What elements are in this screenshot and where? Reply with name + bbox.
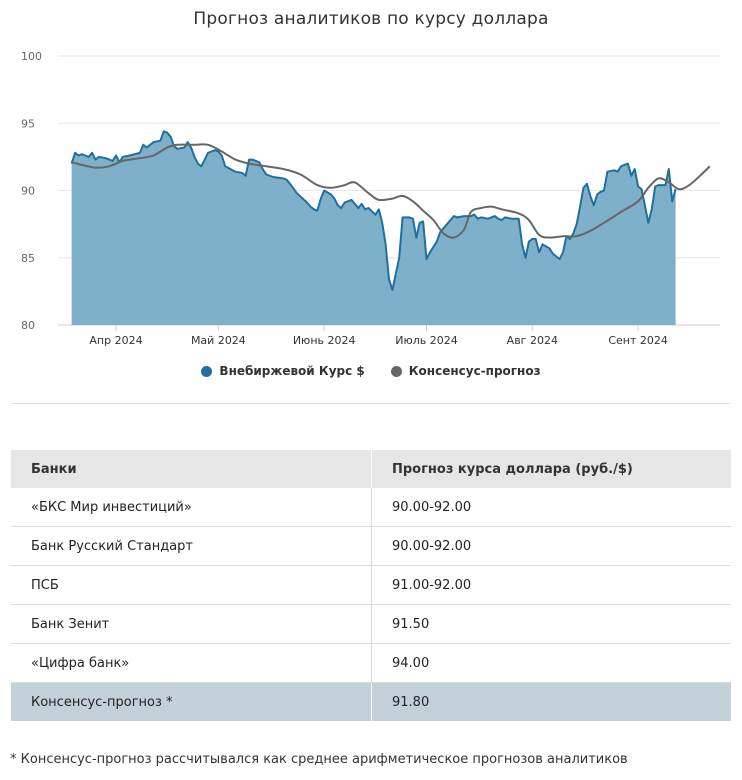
chart-legend: Внебиржевой Курс $ Консенсус-прогноз <box>0 364 742 378</box>
x-tick-label: Авг 2024 <box>507 334 558 347</box>
column-header-banks: Банки <box>11 450 372 488</box>
table-row: ПСБ 91.00-92.00 <box>11 565 731 605</box>
legend-label-consensus: Консенсус-прогноз <box>408 364 541 378</box>
forecast-value: 90.00-92.00 <box>371 526 731 566</box>
x-tick-label: Июнь 2024 <box>293 334 356 347</box>
y-tick-label: 100 <box>21 50 42 63</box>
chart-title: Прогноз аналитиков по курсу доллара <box>193 9 549 29</box>
y-tick-label: 95 <box>21 117 35 130</box>
footnote: * Консенсус-прогноз рассчитывался как ср… <box>10 752 628 767</box>
bank-name: ПСБ <box>11 565 372 605</box>
bank-name: «БКС Мир инвестиций» <box>11 488 372 527</box>
y-tick-label: 85 <box>21 252 35 265</box>
y-tick-label: 90 <box>21 185 35 198</box>
x-tick-label: Май 2024 <box>191 334 246 347</box>
x-tick-label: Апр 2024 <box>89 334 142 347</box>
table-row-consensus: Консенсус-прогноз * 91.80 <box>11 682 731 721</box>
x-tick-label: Июль 2024 <box>395 334 458 347</box>
rate-line <box>70 130 677 291</box>
legend-item-consensus[interactable]: Консенсус-прогноз <box>390 364 541 378</box>
legend-item-rate[interactable]: Внебиржевой Курс $ <box>201 364 365 378</box>
bank-name: Банк Зенит <box>11 604 372 644</box>
divider <box>12 403 730 404</box>
table-row: Банк Зенит 91.50 <box>11 604 731 644</box>
legend-marker-consensus <box>390 365 402 377</box>
bank-name: Консенсус-прогноз * <box>11 682 372 721</box>
bank-name: Банк Русский Стандарт <box>11 526 372 566</box>
consensus-line <box>71 143 711 239</box>
y-tick-label: 80 <box>21 319 35 332</box>
forecast-value: 91.80 <box>371 682 731 721</box>
forecast-value: 94.00 <box>371 643 731 683</box>
chart: 100 95 90 85 80 Апр 2024 Май 2024 Июнь 2024 Июль… <box>21 50 720 347</box>
legend-label-rate: Внебиржевой Курс $ <box>219 364 365 378</box>
forecast-value: 90.00-92.00 <box>371 488 731 527</box>
bank-name: «Цифра банк» <box>11 643 372 683</box>
rate-area <box>71 131 676 325</box>
forecast-value: 91.00-92.00 <box>371 565 731 605</box>
column-header-forecast: Прогноз курса доллара (руб./$) <box>371 450 731 488</box>
table-row: Банк Русский Стандарт 90.00-92.00 <box>11 526 731 566</box>
table-row: «БКС Мир инвестиций» 90.00-92.00 <box>11 488 731 527</box>
legend-marker-rate <box>201 365 213 377</box>
forecast-table: Банки Прогноз курса доллара (руб./$) «БК… <box>11 450 731 721</box>
table-header-row: Банки Прогноз курса доллара (руб./$) <box>11 450 731 488</box>
forecast-value: 91.50 <box>371 604 731 644</box>
table-row: «Цифра банк» 94.00 <box>11 643 731 683</box>
x-tick-label: Сент 2024 <box>608 334 668 347</box>
